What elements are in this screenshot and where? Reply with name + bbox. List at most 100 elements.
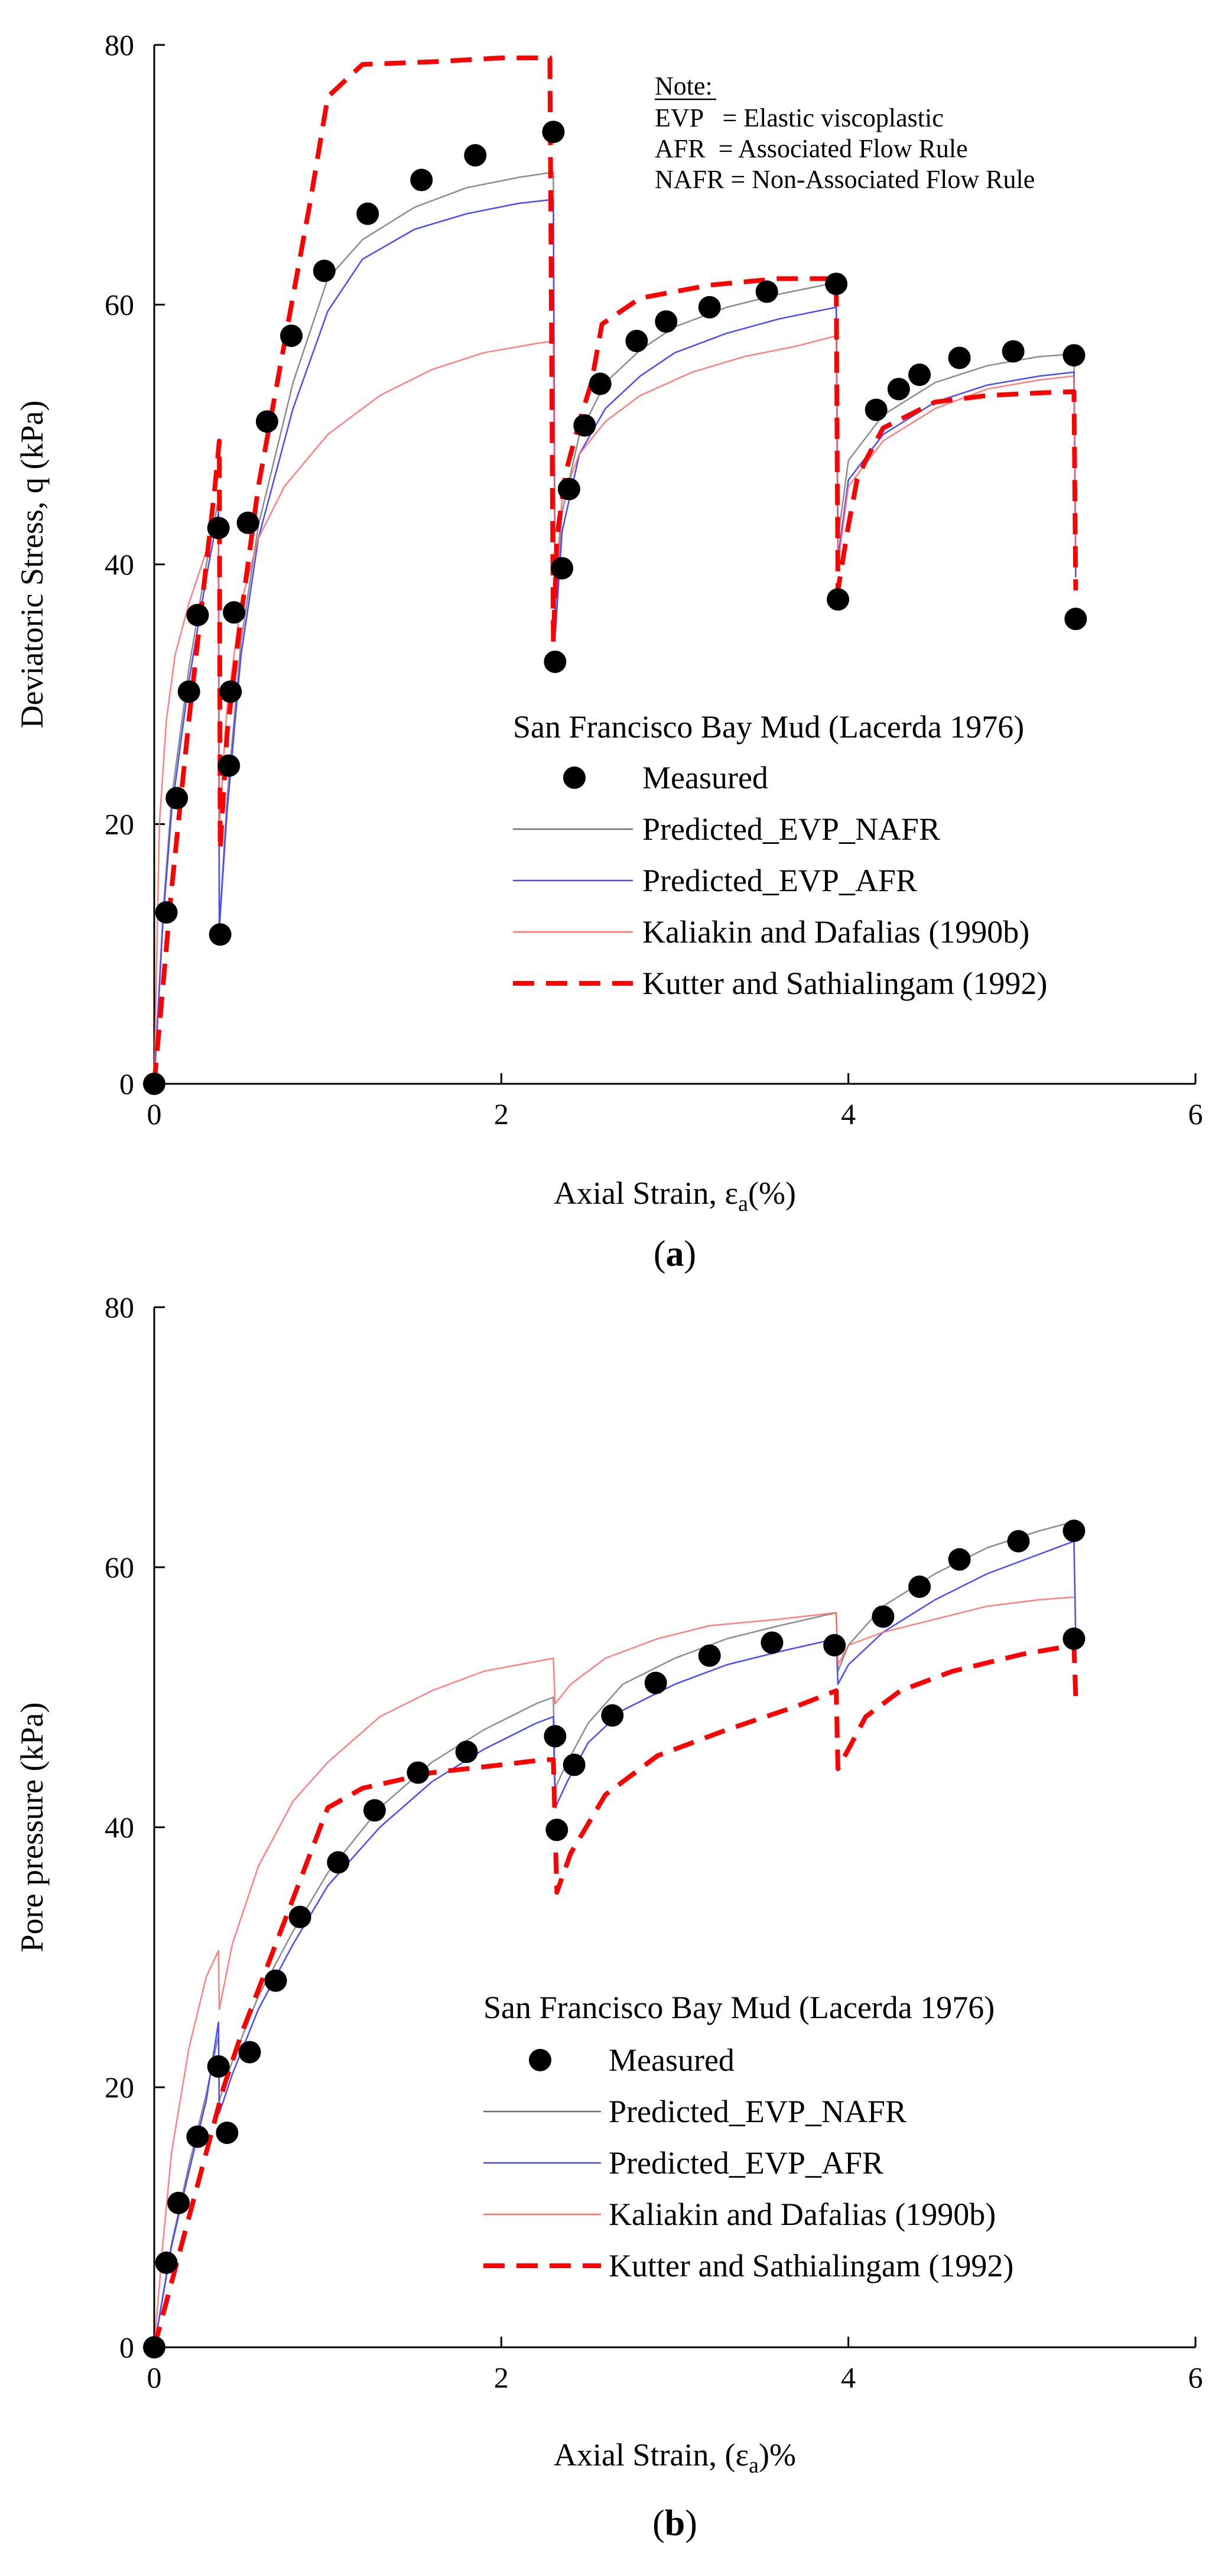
x-tick-label-b-2: 2	[494, 2361, 509, 2394]
data-point-b-13	[544, 1725, 567, 1747]
data-point-a-6	[209, 923, 232, 946]
panel-label-b: (b)	[652, 2503, 697, 2543]
x-axis-label-b-sub: a	[749, 2453, 759, 2478]
y-tick-label-a-40: 40	[105, 548, 134, 581]
data-point-b-6	[238, 2041, 261, 2064]
panel-letter-a: a	[666, 1234, 684, 1274]
x-tick-label-b-6: 6	[1188, 2361, 1203, 2394]
series-line-kutter-and-sathialingam-1992-b	[152, 1643, 1078, 2348]
data-point-b-3	[186, 2125, 209, 2148]
data-point-b-12	[455, 1740, 478, 1763]
data-point-b-18	[698, 1644, 721, 1667]
x-axis-label-b-suffix: )%	[759, 2437, 796, 2473]
x-tick-label-a-4: 4	[841, 1097, 856, 1131]
data-point-b-25	[1062, 1519, 1086, 1542]
data-point-b-24	[1007, 1530, 1030, 1552]
y-axis-label-b: Pore pressure (kPa)	[14, 1703, 50, 1953]
x-axis-label-b-prefix: Axial Strain, (ε	[554, 2437, 749, 2473]
x-axis-label-a: Axial Strain, εa(%)	[554, 1175, 796, 1216]
data-point-a-28	[827, 588, 850, 611]
data-point-b-16	[601, 1704, 624, 1727]
data-point-b-0	[143, 2336, 165, 2359]
note-line-afr: AFR = Associated Flow Rule	[655, 134, 968, 163]
y-tick-label-a-60: 60	[105, 288, 134, 321]
data-point-a-24	[655, 310, 678, 333]
y-tick-label-b-40: 40	[105, 1811, 134, 1844]
panel-a: 0 20 40 60 80 0 2 4 6 Note: EVP = Elastic viscop…	[14, 28, 1203, 1274]
x-axis-label-a-prefix: Axial Strain, ε	[554, 1175, 738, 1211]
data-point-a-13	[313, 259, 336, 282]
series-b	[143, 1519, 1086, 2359]
x-tick-label-b-4: 4	[841, 2361, 856, 2394]
data-point-a-9	[223, 601, 246, 624]
data-point-a-34	[1062, 344, 1086, 367]
legend-label-kutter-b: Kutter and Sathialingam (1992)	[609, 2248, 1013, 2283]
y-tick-label-a-80: 80	[105, 28, 134, 61]
series-a	[143, 56, 1087, 1095]
data-point-b-1	[155, 2252, 178, 2274]
series-measured-a	[143, 121, 1087, 1095]
data-point-b-21	[872, 1605, 895, 1628]
data-point-b-8	[288, 1905, 311, 1928]
data-point-a-18	[544, 650, 567, 673]
data-point-a-33	[1002, 340, 1025, 363]
legend-a: San Francisco Bay Mud (Lacerda 1976) Mea…	[513, 709, 1047, 1001]
data-point-b-9	[327, 1851, 350, 1874]
y-tick-label-a-20: 20	[105, 808, 134, 841]
y-tick-label-b-60: 60	[105, 1551, 134, 1584]
legend-title-b: San Francisco Bay Mud (Lacerda 1976)	[483, 1990, 995, 2025]
y-tick-label-a-0: 0	[119, 1067, 134, 1100]
x-axis-label-b: Axial Strain, (εa)%	[554, 2437, 796, 2478]
data-point-a-17	[542, 121, 565, 144]
data-point-a-25	[698, 295, 721, 319]
data-point-a-26	[755, 280, 778, 303]
data-point-b-22	[908, 1576, 931, 1598]
data-point-a-4	[186, 603, 209, 626]
y-axis-label-a: Deviatoric Stress, q (kPa)	[14, 401, 50, 729]
data-point-b-4	[207, 2055, 230, 2078]
note-line-nafr: NAFR = Non-Associated Flow Rule	[655, 165, 1035, 194]
legend-label-evp-nafr-b: Predicted_EVP_NAFR	[609, 2094, 906, 2129]
ticks-b: 0 20 40 60 80 0 2 4 6	[105, 1291, 1203, 2394]
x-tick-label-a-6: 6	[1188, 1097, 1203, 1131]
legend-label-kaliakin-a: Kaliakin and Dafalias (1990b)	[642, 914, 1029, 950]
legend-marker-measured-b	[529, 2049, 551, 2071]
x-tick-label-a-2: 2	[494, 1097, 509, 1131]
series-measured-b	[143, 1519, 1086, 2359]
data-point-a-29	[865, 398, 888, 421]
legend-label-kaliakin-b: Kaliakin and Dafalias (1990b)	[609, 2197, 996, 2232]
data-point-b-20	[823, 1634, 846, 1656]
y-tick-label-b-0: 0	[119, 2331, 134, 2364]
data-point-b-7	[264, 1969, 287, 1992]
note-block: Note: EVP = Elastic viscoplastic AFR = A…	[655, 72, 1035, 194]
panel-letter-b: b	[665, 2503, 685, 2543]
data-point-a-11	[255, 410, 278, 433]
data-point-a-8	[219, 680, 242, 703]
x-tick-label-a-0: 0	[147, 1097, 162, 1131]
panel-label-a: (a)	[654, 1234, 696, 1274]
data-point-b-26	[1062, 1628, 1086, 1650]
data-point-a-31	[908, 363, 931, 386]
note-title: Note:	[655, 72, 713, 100]
data-point-a-10	[236, 511, 259, 534]
legend-label-measured-b: Measured	[609, 2042, 735, 2078]
legend-marker-measured-a	[563, 766, 586, 789]
data-point-b-19	[761, 1631, 784, 1654]
y-tick-label-b-80: 80	[105, 1291, 134, 1324]
legend-label-kutter-a: Kutter and Sathialingam (1992)	[642, 966, 1047, 1001]
data-point-a-19	[551, 557, 574, 580]
legend-b: San Francisco Bay Mud (Lacerda 1976) Mea…	[483, 1990, 1013, 2283]
data-point-a-7	[217, 754, 241, 777]
data-point-b-5	[216, 2122, 239, 2144]
data-point-a-23	[625, 330, 648, 353]
legend-label-measured-a: Measured	[642, 760, 768, 795]
data-point-a-2	[165, 787, 189, 810]
data-point-b-17	[644, 1671, 667, 1694]
data-point-a-27	[825, 272, 848, 295]
data-point-a-5	[207, 517, 230, 540]
data-point-a-14	[356, 202, 379, 225]
x-axis-label-a-sub: a	[738, 1191, 748, 1216]
data-point-b-15	[563, 1753, 586, 1776]
y-tick-label-b-20: 20	[105, 2071, 134, 2104]
